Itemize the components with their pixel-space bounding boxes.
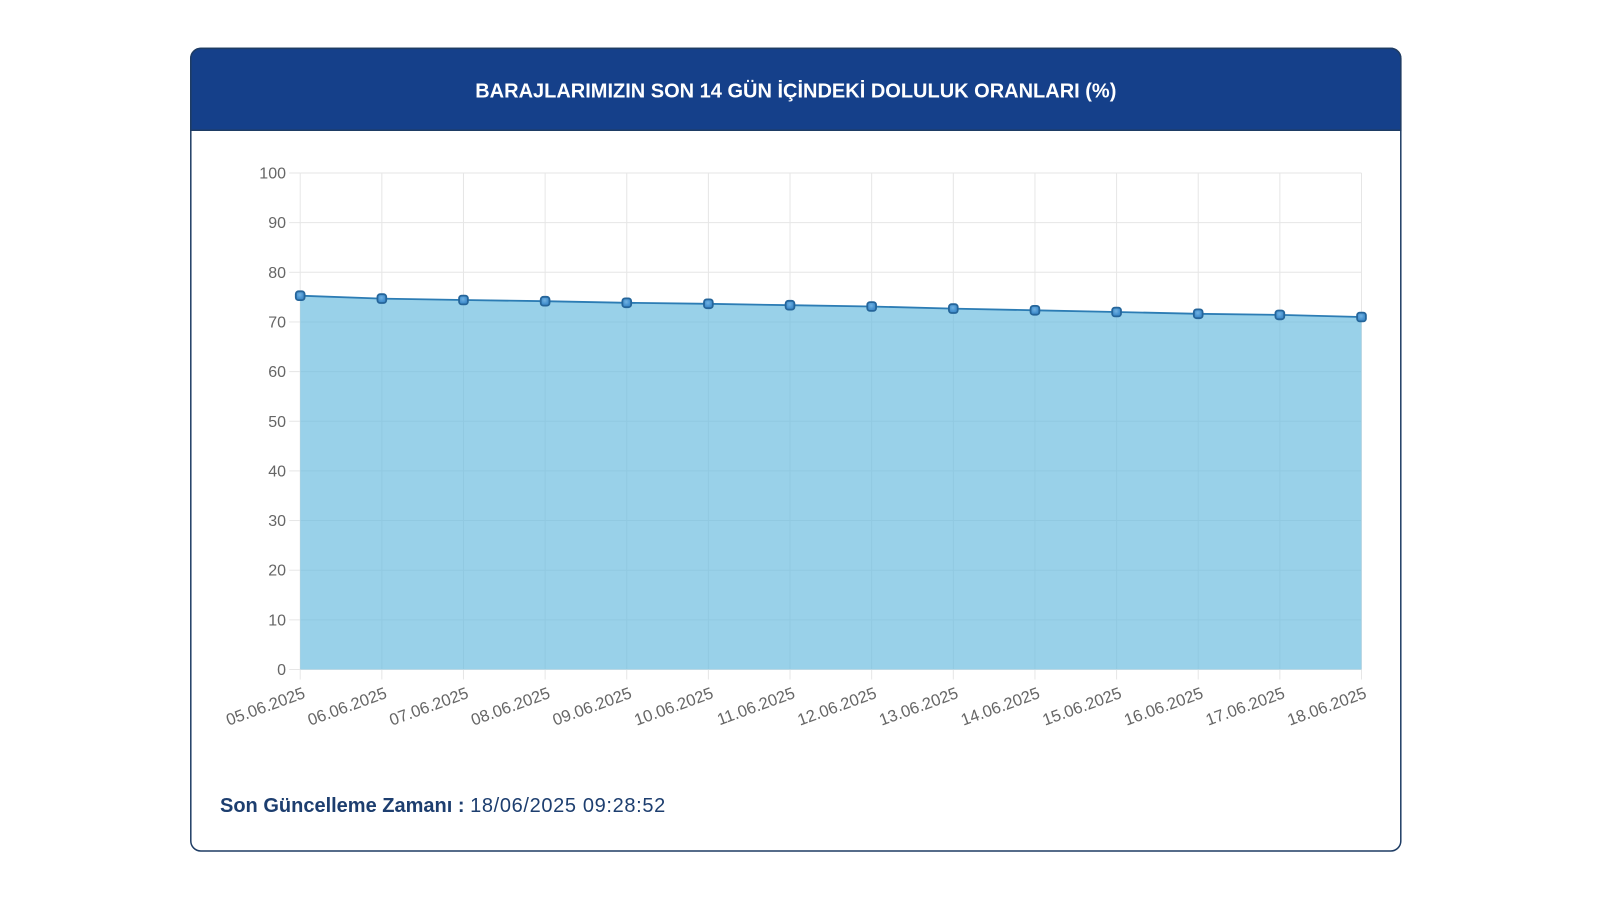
svg-text:Son Güncelleme Zamanı : 18/06/: Son Güncelleme Zamanı : 18/06/2025 09:28… [220, 795, 666, 817]
svg-text:30: 30 [268, 513, 286, 530]
svg-text:80: 80 [268, 265, 286, 282]
svg-text:90: 90 [268, 215, 286, 232]
svg-text:50: 50 [268, 414, 286, 431]
svg-text:100: 100 [259, 166, 286, 183]
svg-text:0: 0 [277, 662, 286, 679]
svg-text:20: 20 [268, 563, 286, 580]
svg-text:70: 70 [268, 314, 286, 331]
svg-text:10: 10 [268, 612, 286, 629]
svg-text:60: 60 [268, 364, 286, 381]
svg-text:BARAJLARIMIZIN SON 14 GÜN İÇİN: BARAJLARIMIZIN SON 14 GÜN İÇİNDEKİ DOLUL… [475, 80, 1116, 103]
svg-text:40: 40 [268, 463, 286, 480]
